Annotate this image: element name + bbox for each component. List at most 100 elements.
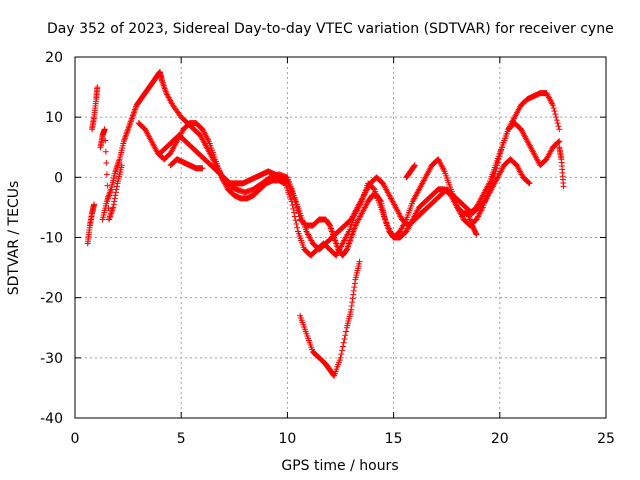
data-point bbox=[102, 137, 109, 144]
chart-title: Day 352 of 2023, Sidereal Day-to-day VTE… bbox=[47, 21, 614, 37]
data-point bbox=[113, 163, 120, 170]
data-point bbox=[113, 186, 120, 193]
data-point bbox=[549, 102, 556, 109]
series-track-6 bbox=[156, 132, 533, 253]
data-point bbox=[292, 217, 299, 224]
data-point bbox=[328, 226, 335, 233]
data-point bbox=[113, 183, 120, 190]
data-point bbox=[127, 118, 134, 125]
data-point bbox=[108, 208, 115, 215]
data-point bbox=[345, 240, 352, 247]
data-point bbox=[105, 216, 112, 223]
x-tick-label: 25 bbox=[597, 431, 615, 447]
x-axis-label: GPS time / hours bbox=[281, 458, 398, 474]
series-track-10 bbox=[464, 210, 480, 238]
data-point bbox=[131, 108, 138, 115]
data-point bbox=[102, 148, 109, 155]
data-point bbox=[339, 343, 346, 350]
data-point bbox=[103, 171, 110, 178]
series-track-4 bbox=[99, 69, 563, 259]
data-point bbox=[112, 189, 119, 196]
y-axis-label: SDTVAR / TECUs bbox=[6, 181, 22, 296]
data-point bbox=[124, 127, 131, 134]
data-point bbox=[109, 205, 116, 212]
data-point bbox=[553, 117, 560, 124]
x-axis-ticks: 0 5 10 15 20 25 bbox=[71, 57, 615, 447]
data-point bbox=[128, 115, 135, 122]
data-point bbox=[350, 291, 357, 298]
data-point bbox=[161, 84, 168, 91]
data-point bbox=[107, 211, 114, 218]
data-point bbox=[123, 130, 130, 137]
y-tick-label: 0 bbox=[54, 170, 63, 186]
data-point bbox=[106, 190, 113, 197]
data-point bbox=[555, 138, 562, 145]
data-point bbox=[411, 162, 418, 169]
data-point bbox=[350, 226, 357, 233]
data-point bbox=[346, 239, 353, 246]
x-tick-label: 10 bbox=[278, 431, 296, 447]
data-point bbox=[103, 160, 110, 167]
data-point bbox=[340, 339, 347, 346]
data-point bbox=[115, 159, 122, 166]
data-point bbox=[290, 205, 297, 212]
data-point bbox=[111, 195, 118, 202]
data-point bbox=[294, 224, 301, 231]
data-point bbox=[289, 202, 296, 209]
y-tick-label: 10 bbox=[45, 110, 63, 126]
series-track-3 bbox=[97, 126, 125, 223]
data-point bbox=[525, 179, 532, 186]
plot-points bbox=[84, 69, 567, 379]
data-point bbox=[104, 182, 111, 189]
data-point bbox=[122, 132, 129, 139]
series-track-9 bbox=[403, 162, 418, 181]
data-point bbox=[349, 299, 356, 306]
data-point bbox=[125, 126, 132, 133]
data-point bbox=[111, 198, 118, 205]
data-point bbox=[130, 111, 137, 118]
data-point bbox=[356, 258, 363, 265]
y-tick-label: -30 bbox=[40, 351, 63, 367]
data-point bbox=[122, 133, 129, 140]
data-point bbox=[288, 198, 295, 205]
data-point bbox=[291, 213, 298, 220]
data-point bbox=[129, 114, 136, 121]
data-point bbox=[555, 123, 562, 130]
data-point bbox=[121, 135, 128, 142]
data-point bbox=[107, 187, 114, 194]
data-point bbox=[126, 121, 133, 128]
grid bbox=[75, 57, 606, 418]
data-point bbox=[130, 109, 137, 116]
data-point bbox=[526, 180, 533, 187]
data-point bbox=[332, 239, 339, 246]
data-point bbox=[337, 354, 344, 361]
data-point bbox=[105, 193, 112, 200]
data-point bbox=[347, 236, 354, 243]
data-point bbox=[110, 204, 117, 211]
data-point bbox=[112, 192, 119, 199]
data-point bbox=[350, 287, 357, 294]
data-point bbox=[345, 242, 352, 249]
data-point bbox=[351, 284, 358, 291]
data-point bbox=[113, 165, 120, 172]
series-track-2 bbox=[88, 84, 101, 133]
data-point bbox=[199, 165, 206, 172]
data-point bbox=[473, 231, 480, 238]
data-point bbox=[115, 160, 122, 167]
data-point bbox=[101, 126, 108, 133]
data-point bbox=[125, 124, 132, 131]
data-point bbox=[116, 157, 123, 164]
data-point bbox=[333, 240, 340, 247]
data-point bbox=[104, 195, 111, 202]
data-point bbox=[129, 112, 136, 119]
data-point bbox=[552, 111, 559, 118]
data-point bbox=[160, 82, 167, 89]
data-point bbox=[556, 138, 563, 145]
y-tick-label: -10 bbox=[40, 231, 63, 247]
data-point bbox=[161, 85, 168, 92]
data-point bbox=[128, 117, 135, 124]
data-point bbox=[121, 136, 128, 143]
series-track-7 bbox=[167, 156, 206, 172]
x-tick-label: 15 bbox=[385, 431, 403, 447]
data-point bbox=[106, 214, 113, 221]
